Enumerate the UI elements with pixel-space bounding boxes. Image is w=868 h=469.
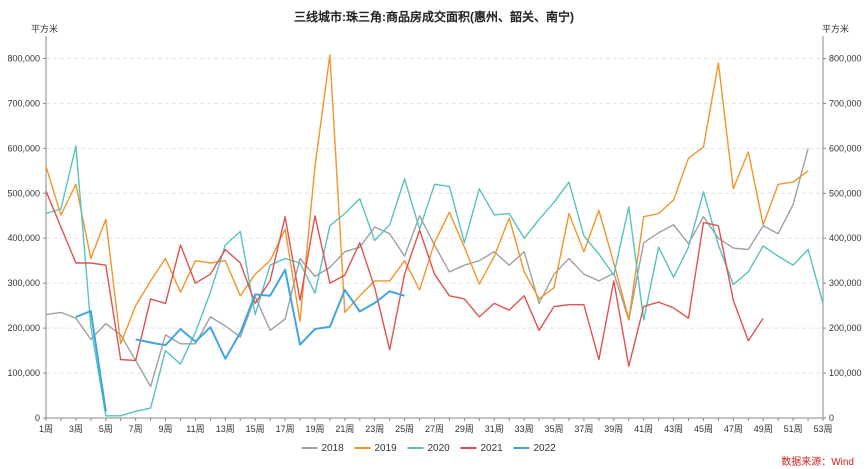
y-tick-label-right: 300,000 bbox=[829, 278, 862, 288]
x-tick-label: 51周 bbox=[784, 424, 803, 434]
grid-lines bbox=[46, 57, 823, 374]
x-tick-label: 17周 bbox=[276, 424, 295, 434]
x-tick-label: 35周 bbox=[545, 424, 564, 434]
x-tick-label: 1周 bbox=[39, 424, 53, 434]
y-tick-label-left: 200,000 bbox=[7, 323, 40, 333]
y-tick-label-left: 100,000 bbox=[7, 368, 40, 378]
legend-label-2018: 2018 bbox=[322, 443, 345, 454]
series-lines bbox=[45, 54, 824, 417]
x-tick-label: 45周 bbox=[694, 424, 713, 434]
x-tick-label: 37周 bbox=[574, 424, 593, 434]
series-line-2018 bbox=[45, 148, 809, 388]
y-tick-label-right: 600,000 bbox=[829, 143, 862, 153]
x-tick-label: 23周 bbox=[365, 424, 384, 434]
x-tick-label: 25周 bbox=[395, 424, 414, 434]
x-tick-label: 5周 bbox=[99, 424, 113, 434]
x-tick-label: 21周 bbox=[335, 424, 354, 434]
series-line-2019 bbox=[45, 54, 809, 345]
legend-label-2021: 2021 bbox=[481, 443, 504, 454]
x-tick-label: 9周 bbox=[159, 424, 173, 434]
x-tick-label: 31周 bbox=[485, 424, 504, 434]
y-tick-label-right: 500,000 bbox=[829, 188, 862, 198]
y-tick-label-left: 500,000 bbox=[7, 188, 40, 198]
y-tick-label-left: 600,000 bbox=[7, 143, 40, 153]
x-tick-label: 43周 bbox=[664, 424, 683, 434]
x-tick-label: 47周 bbox=[724, 424, 743, 434]
y-tick-label-right: 700,000 bbox=[829, 98, 862, 108]
y-tick-label-left: 300,000 bbox=[7, 278, 40, 288]
y-axis-right-label: 平方米 bbox=[822, 24, 850, 34]
y-tick-label-left: 700,000 bbox=[7, 98, 40, 108]
y-tick-label-left: 400,000 bbox=[7, 233, 40, 243]
series-line-2022 bbox=[75, 268, 405, 412]
y-tick-label-right: 200,000 bbox=[829, 323, 862, 333]
legend-label-2020: 2020 bbox=[428, 443, 451, 454]
x-tick-label: 27周 bbox=[425, 424, 444, 434]
axes: 0 0 100,000 100,000 200,000 200,000 300,000 300… bbox=[7, 36, 862, 434]
x-tick-label: 7周 bbox=[129, 424, 143, 434]
x-tick-label: 41周 bbox=[634, 424, 653, 434]
x-tick-label: 29周 bbox=[455, 424, 474, 434]
y-tick-label-left: 800,000 bbox=[7, 53, 40, 63]
legend-label-2019: 2019 bbox=[375, 443, 398, 454]
series-line-2020 bbox=[45, 145, 824, 417]
series-line-2021 bbox=[45, 190, 764, 367]
y-axis-left-label: 平方米 bbox=[31, 24, 59, 34]
y-tick-label-right: 800,000 bbox=[829, 53, 862, 63]
x-tick-label: 13周 bbox=[216, 424, 235, 434]
y-tick-label-left: 0 bbox=[35, 413, 40, 423]
x-tick-label: 53周 bbox=[813, 424, 832, 434]
y-tick-label-right: 100,000 bbox=[829, 368, 862, 378]
x-tick-label: 49周 bbox=[754, 424, 773, 434]
y-tick-label-right: 400,000 bbox=[829, 233, 862, 243]
y-tick-label-right: 0 bbox=[829, 413, 834, 423]
legend-label-2022: 2022 bbox=[534, 443, 557, 454]
data-source-note: 数据来源：Wind bbox=[781, 457, 854, 468]
chart-title: 三线城市:珠三角:商品房成交面积(惠州、韶关、南宁) bbox=[294, 10, 574, 24]
x-tick-label: 11周 bbox=[186, 424, 204, 434]
x-tick-label: 3周 bbox=[69, 424, 83, 434]
x-tick-label: 15周 bbox=[246, 424, 265, 434]
x-tick-label: 33周 bbox=[515, 424, 534, 434]
x-tick-label: 19周 bbox=[305, 424, 324, 434]
x-tick-label: 39周 bbox=[604, 424, 623, 434]
legend: 2018 2019 2020 2021 2022 bbox=[301, 443, 557, 454]
